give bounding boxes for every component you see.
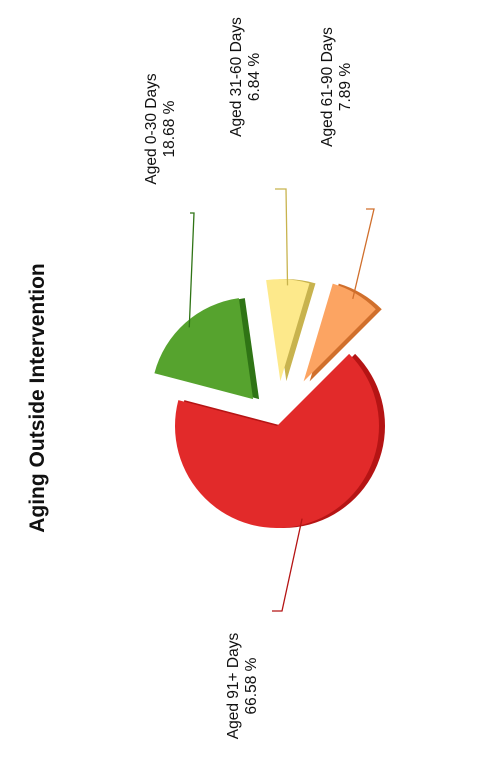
leader-line-aged-61-90-days	[352, 208, 375, 300]
slice-label-name: Aged 31-60 Days	[228, 17, 245, 137]
chart-title: Aging Outside Intervention	[26, 263, 49, 533]
label-leader-lines	[188, 188, 375, 612]
slice-label-value: 6.84 %	[246, 53, 263, 101]
pie-slice-aged-0-30-days	[154, 298, 254, 400]
slice-label-name: Aged 91+ Days	[225, 633, 242, 740]
slice-label-aged-91-days: Aged 91+ Days66.58 %	[225, 633, 260, 740]
pie-slices	[154, 279, 385, 528]
slice-label-name: Aged 61-90 Days	[319, 27, 336, 147]
pie-slice-aged-61-90-days	[303, 283, 376, 382]
leader-line-aged-31-60-days	[275, 188, 289, 286]
slice-label-aged-0-30-days: Aged 0-30 Days18.68 %	[143, 73, 178, 184]
slice-label-value: 66.58 %	[243, 657, 260, 714]
slice-labels: Aged 91+ Days66.58 % Aged 0-30 Days18.68 …	[143, 17, 354, 739]
slice-label-aged-61-90-days: Aged 61-90 Days7.89 %	[319, 27, 354, 147]
leader-line-aged-0-30-days	[188, 212, 195, 328]
slice-label-aged-31-60-days: Aged 31-60 Days6.84 %	[228, 17, 263, 137]
slice-label-value: 18.68 %	[161, 100, 178, 157]
chart-rotated-frame: Aging Outside Intervention Aged 91+ Days…	[26, 17, 385, 739]
slice-label-value: 7.89 %	[337, 63, 354, 111]
pie-slice-aged-31-60-days	[266, 279, 310, 382]
leader-line-aged-91-days	[272, 518, 303, 612]
pie-slice-aged-91-days	[175, 353, 379, 528]
slice-label-name: Aged 0-30 Days	[143, 73, 160, 184]
